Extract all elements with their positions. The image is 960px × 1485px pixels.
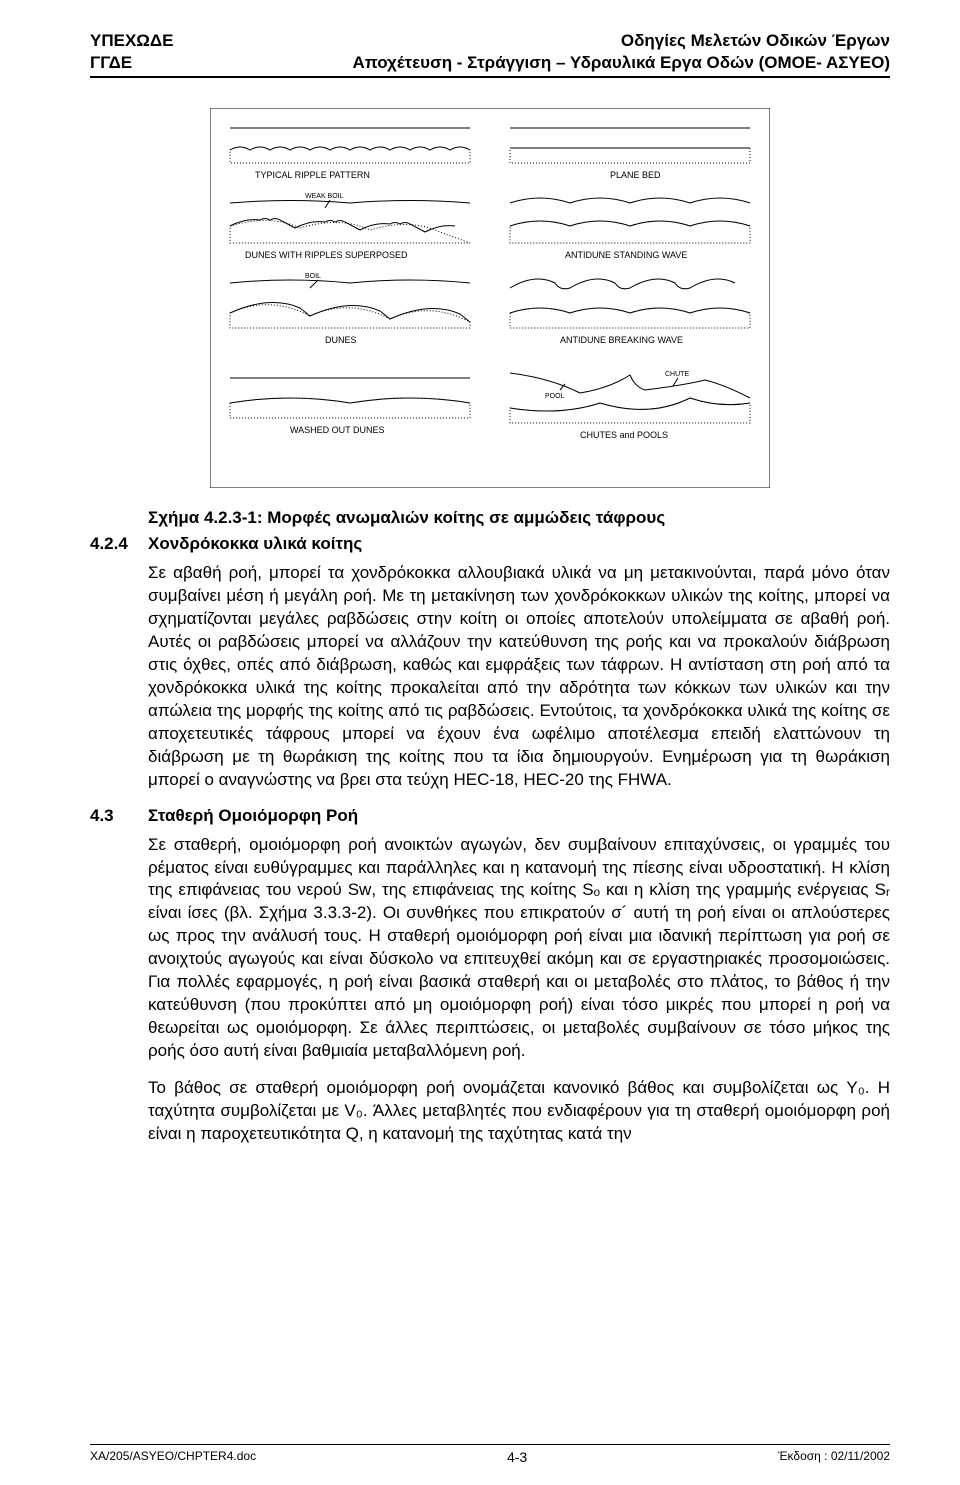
label-typical-ripple: TYPICAL RIPPLE PATTERN — [255, 170, 370, 180]
section-43-heading: 4.3 Σταθερή Ομοιόμορφη Ροή — [90, 806, 890, 826]
page-footer: XA/205/ASYEO/CHPTER4.doc 4-3 Έκδοση : 02… — [90, 1444, 890, 1465]
section-43-num: 4.3 — [90, 806, 148, 826]
header-org1: ΥΠΕΧΩΔΕ — [90, 30, 173, 52]
label-washed-out: WASHED OUT DUNES — [290, 425, 385, 435]
section-43-title: Σταθερή Ομοιόμορφη Ροή — [148, 806, 358, 826]
header-title1: Οδηγίες Μελετών Οδικών Έργων — [352, 30, 890, 52]
label-weak-boil: WEAK BOIL — [305, 193, 344, 200]
section-424-para: Σε αβαθή ροή, μπορεί τα χονδρόκοκκα αλλο… — [148, 562, 890, 791]
label-chutes-pools: CHUTES and POOLS — [580, 430, 668, 440]
label-chute: CHUTE — [665, 371, 689, 378]
footer-page-num: 4-3 — [507, 1449, 527, 1465]
header-right: Οδηγίες Μελετών Οδικών Έργων Αποχέτευση … — [352, 30, 890, 74]
label-antidune-standing: ANTIDUNE STANDING WAVE — [565, 250, 687, 260]
page-header: ΥΠΕΧΩΔΕ ΓΓΔΕ Οδηγίες Μελετών Οδικών Έργω… — [90, 30, 890, 78]
section-43-para1: Σε σταθερή, ομοιόμορφη ροή ανοικτών αγωγ… — [148, 834, 890, 1063]
section-424-num: 4.2.4 — [90, 534, 148, 554]
section-43-para2: Το βάθος σε σταθερή ομοιόμορφη ροή ονομά… — [148, 1077, 890, 1146]
footer-edition: Έκδοση : 02/11/2002 — [778, 1449, 890, 1465]
label-dunes-ripples: DUNES WITH RIPPLES SUPERPOSED — [245, 250, 408, 260]
label-antidune-breaking: ANTIDUNE BREAKING WAVE — [560, 335, 683, 345]
section-424-heading: 4.2.4 Χονδρόκοκκα υλικά κοίτης — [90, 534, 890, 554]
header-left: ΥΠΕΧΩΔΕ ΓΓΔΕ — [90, 30, 173, 74]
page: ΥΠΕΧΩΔΕ ΓΓΔΕ Οδηγίες Μελετών Οδικών Έργω… — [0, 0, 960, 1485]
label-boil: BOIL — [305, 273, 321, 280]
label-dunes: DUNES — [325, 335, 357, 345]
figure-caption-row: Σχήμα 4.2.3-1: Μορφές ανωμαλιών κοίτης σ… — [90, 508, 890, 528]
bedform-diagram: TYPICAL RIPPLE PATTERN PLANE BED WEAK BO… — [210, 108, 770, 488]
figure-block: TYPICAL RIPPLE PATTERN PLANE BED WEAK BO… — [90, 108, 890, 488]
figure-caption: Σχήμα 4.2.3-1: Μορφές ανωμαλιών κοίτης σ… — [148, 508, 665, 528]
header-title2: Αποχέτευση - Στράγγιση – Υδραυλικά Εργα … — [352, 52, 890, 74]
section-424-title: Χονδρόκοκκα υλικά κοίτης — [148, 534, 362, 554]
label-pool: POOL — [545, 393, 565, 400]
label-plane-bed: PLANE BED — [610, 170, 661, 180]
footer-filepath: XA/205/ASYEO/CHPTER4.doc — [90, 1449, 256, 1465]
header-org2: ΓΓΔΕ — [90, 52, 173, 74]
